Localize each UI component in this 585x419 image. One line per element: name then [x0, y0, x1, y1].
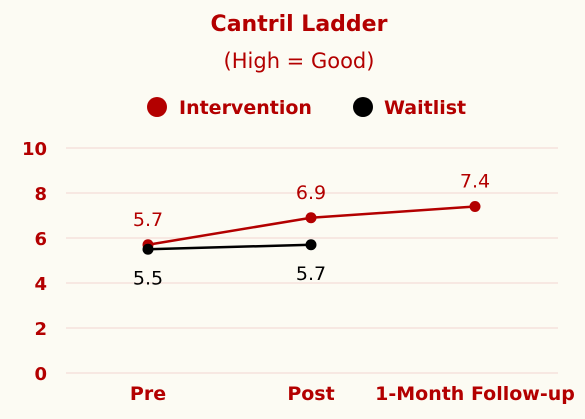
y-axis: 0 2 4 6 8 10	[22, 139, 47, 385]
data-label-waitlist: 5.7	[296, 263, 326, 285]
data-point-waitlist	[142, 243, 154, 255]
chart-title: Cantril Ladder	[211, 12, 388, 37]
series-line-waitlist	[147, 243, 312, 251]
data-label-waitlist: 5.5	[133, 267, 163, 289]
plot-area: 5.7 6.9 7.4 5.5 5.7	[133, 171, 490, 290]
data-point-intervention	[469, 201, 481, 212]
chart-subtitle: (High = Good)	[224, 49, 375, 73]
data-point-intervention	[305, 212, 317, 224]
x-axis: Pre Post 1-Month Follow-up	[130, 383, 575, 405]
data-label-intervention: 7.4	[460, 171, 490, 193]
y-tick-label: 2	[34, 319, 47, 340]
data-label-intervention: 6.9	[296, 182, 326, 204]
data-point-waitlist	[305, 239, 317, 251]
series-line-intervention	[147, 205, 476, 246]
legend: Intervention Waitlist	[147, 97, 466, 119]
y-tick-label: 4	[34, 274, 47, 295]
data-label-intervention: 5.7	[133, 209, 163, 231]
legend-marker-intervention	[147, 97, 167, 117]
x-tick-label: Pre	[130, 383, 166, 405]
legend-marker-waitlist	[353, 97, 373, 117]
x-tick-label: 1-Month Follow-up	[375, 383, 575, 405]
legend-label-intervention: Intervention	[179, 97, 312, 119]
y-tick-label: 6	[34, 229, 47, 250]
grid	[66, 147, 558, 374]
legend-label-waitlist: Waitlist	[384, 97, 466, 119]
y-tick-label: 0	[34, 364, 47, 385]
x-tick-label: Post	[287, 383, 334, 405]
y-tick-label: 10	[22, 139, 47, 160]
y-tick-label: 8	[34, 184, 47, 205]
